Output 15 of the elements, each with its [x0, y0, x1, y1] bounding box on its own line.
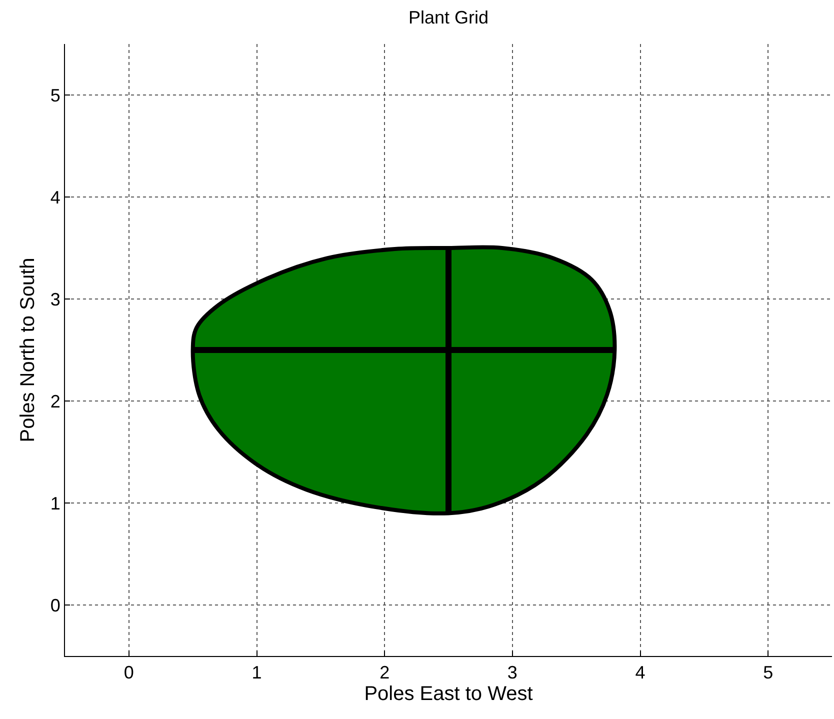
y-axis-title: Poles North to South — [16, 258, 39, 442]
y-tick-label: 0 — [50, 595, 60, 616]
x-tick-label: 3 — [507, 662, 518, 683]
y-tick-label: 3 — [50, 289, 60, 310]
y-tick-label: 5 — [50, 85, 60, 106]
y-tick-label: 1 — [50, 493, 60, 514]
x-tick-label: 1 — [252, 662, 262, 683]
x-tick-label: 5 — [763, 662, 774, 683]
x-axis-title: Poles East to West — [364, 683, 534, 706]
x-tick-label: 0 — [124, 662, 134, 683]
x-tick-label: 4 — [635, 662, 646, 683]
chart-title: Plant Grid — [408, 7, 489, 28]
x-tick-label: 2 — [380, 662, 390, 683]
y-tick-label: 4 — [50, 187, 60, 208]
y-tick-label: 2 — [50, 391, 60, 412]
